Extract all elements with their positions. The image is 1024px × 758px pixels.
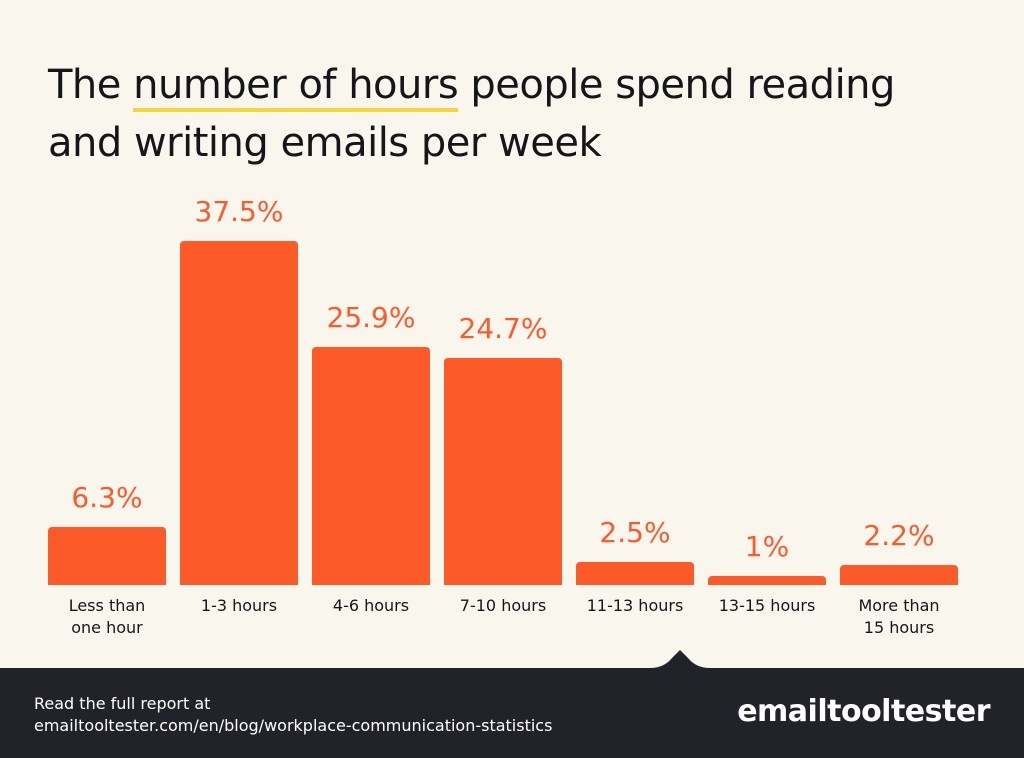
- x-tick-label: 1-3 hours: [200, 596, 278, 615]
- bar: [576, 562, 694, 585]
- value-label: 24.7%: [458, 312, 548, 346]
- x-tick-label: Less than one hour: [68, 596, 146, 637]
- x-tick-label: 13-15 hours: [718, 596, 816, 615]
- title-part: people spend reading and writing emails …: [48, 62, 895, 166]
- value-label: 1%: [744, 529, 790, 563]
- bar: [444, 358, 562, 585]
- bar: [48, 527, 166, 585]
- bar: [708, 575, 826, 585]
- footer-lead: Read the full report at: [34, 694, 211, 713]
- value-label: 2.5%: [599, 516, 671, 550]
- value-label: 6.3%: [71, 481, 143, 515]
- value-label: 2.2%: [863, 518, 935, 552]
- bar: [840, 564, 958, 585]
- footer-background: [0, 650, 1024, 758]
- brand-logo: emailtooltester: [737, 694, 990, 729]
- value-label: 37.5%: [194, 195, 284, 228]
- chart-title: The number of hours people spend reading…: [48, 56, 948, 172]
- x-tick-label: More than 15 hours: [858, 596, 940, 637]
- bar: [312, 347, 430, 585]
- x-tick-label: 11-13 hours: [586, 596, 684, 615]
- footer-url: emailtooltester.com/en/blog/workplace-co…: [34, 716, 553, 735]
- x-tick-label: 7-10 hours: [459, 596, 547, 615]
- bar: [180, 241, 298, 585]
- title-highlight: number of hours: [133, 62, 459, 108]
- value-label: 25.9%: [326, 301, 416, 335]
- title-part: The: [48, 62, 134, 108]
- x-tick-label: 4-6 hours: [332, 596, 410, 615]
